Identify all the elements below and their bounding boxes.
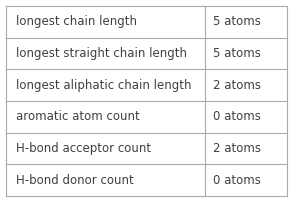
Text: H-bond donor count: H-bond donor count (16, 174, 134, 187)
Text: 0 atoms: 0 atoms (213, 110, 261, 123)
Text: longest chain length: longest chain length (16, 15, 137, 28)
Text: 5 atoms: 5 atoms (213, 15, 261, 28)
Text: H-bond acceptor count: H-bond acceptor count (16, 142, 151, 155)
Text: longest aliphatic chain length: longest aliphatic chain length (16, 79, 192, 92)
Text: aromatic atom count: aromatic atom count (16, 110, 140, 123)
Text: longest straight chain length: longest straight chain length (16, 47, 187, 60)
Text: 0 atoms: 0 atoms (213, 174, 261, 187)
Text: 5 atoms: 5 atoms (213, 47, 261, 60)
Text: 2 atoms: 2 atoms (213, 142, 261, 155)
Text: 2 atoms: 2 atoms (213, 79, 261, 92)
